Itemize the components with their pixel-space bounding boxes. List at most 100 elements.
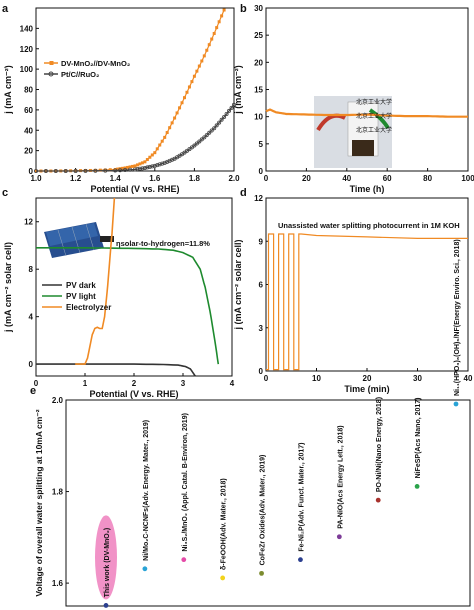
legend-label-a-0: DV-MnO₂//DV-MnO₂ (61, 59, 130, 68)
y-tick-label-a: 120 (20, 45, 34, 54)
scatter-point-e (298, 557, 303, 563)
series-marker-a-0 (168, 126, 172, 130)
series-marker-a-1 (103, 168, 108, 173)
y-tick-label-d: 6 (259, 281, 264, 290)
series-marker-a-1 (224, 111, 229, 116)
series-marker-a-0 (155, 147, 159, 151)
y-tick-label-c: 0 (29, 360, 34, 369)
x-tick-label-b: 100 (461, 174, 474, 183)
series-marker-a-1 (229, 105, 234, 110)
scatter-point-e (181, 557, 187, 563)
y-tick-label-a: 40 (24, 126, 33, 135)
series-marker-a-1 (152, 163, 157, 168)
y-tick-label-a: 20 (24, 147, 33, 156)
panel-letter-a: a (2, 3, 9, 15)
series-line-c-dark (36, 363, 196, 377)
scatter-label-e: NiFeSP(Acs Nano, 2017) (415, 397, 422, 478)
x-tick-label-d: 40 (464, 374, 473, 383)
series-marker-a-1 (118, 168, 123, 173)
series-marker-a-0 (148, 155, 152, 159)
series-marker-a-1 (157, 162, 162, 167)
y-tick-label-c: 4 (29, 313, 34, 322)
series-marker-a-0 (220, 14, 224, 18)
series-marker-a-1 (128, 167, 133, 172)
x-tick-label-d: 10 (312, 374, 321, 383)
scatter-label-e: This work (DV-MnO₂) (104, 528, 111, 598)
series-marker-a-0 (143, 160, 147, 164)
x-tick-label-a: 2.0 (228, 174, 240, 183)
series-marker-a-0 (135, 163, 139, 167)
series-marker-a-1 (199, 137, 204, 142)
y-axis-label-d: j (mA cm⁻² solar cell) (233, 240, 243, 331)
x-axis-label-a: Potential (V vs. RHE) (90, 184, 179, 194)
series-line-c-electrolyzer (75, 197, 116, 365)
photo-caption-b: 北京工业大学 (356, 112, 392, 120)
series-marker-a-0 (173, 116, 177, 120)
series-marker-a-1 (63, 168, 68, 173)
x-tick-label-a: 1.8 (189, 174, 201, 183)
series-marker-a-1 (212, 126, 217, 131)
series-line-c-light (36, 247, 220, 365)
photo-caption-b: 北京工业大学 (356, 98, 392, 106)
scatter-label-e: δ-FeOOH(Adv. Mater., 2018) (221, 478, 228, 570)
series-marker-a-0 (126, 165, 130, 169)
highlight-ellipse-e (95, 515, 117, 600)
x-axis-label-d: Time (min) (344, 384, 389, 394)
scatter-point-e (142, 566, 148, 572)
series-marker-a-1 (145, 165, 150, 170)
series-marker-a-0 (123, 166, 127, 170)
series-marker-a-1 (209, 128, 214, 133)
legend-marker-a-1 (48, 71, 54, 77)
y-tick-label-a: 80 (24, 86, 33, 95)
panel-letter-d: d (240, 187, 247, 199)
y-tick-label-e: 2.0 (52, 396, 64, 405)
series-marker-a-1 (155, 163, 160, 168)
photo-caption-b: 北京工业大学 (356, 126, 392, 134)
y-tick-label-d: 9 (259, 237, 264, 246)
y-tick-label-d: 3 (259, 324, 264, 333)
scatter-point-e (414, 484, 420, 489)
series-marker-a-1 (150, 164, 155, 169)
x-tick-label-a: 1.2 (70, 174, 82, 183)
series-marker-a-1 (83, 168, 88, 173)
y-tick-label-c: 8 (29, 265, 34, 274)
series-marker-a-1 (202, 135, 207, 140)
series-line-b (265, 108, 468, 118)
series-marker-a-1 (73, 168, 78, 173)
scatter-point-e (375, 497, 381, 503)
series-marker-a-0 (163, 135, 167, 139)
series-line-a-1 (36, 104, 235, 172)
series-marker-a-0 (113, 167, 117, 171)
series-marker-a-1 (217, 120, 222, 125)
series-marker-a-0 (133, 164, 137, 168)
series-marker-a-1 (140, 166, 145, 171)
y-tick-label-a: 140 (20, 24, 34, 33)
x-axis-label-b: Time (h) (350, 184, 385, 194)
x-tick-label-a: 1.6 (149, 174, 161, 183)
y-tick-label-b: 15 (254, 86, 263, 95)
series-marker-a-0 (175, 111, 179, 115)
x-tick-label-a: 1.4 (110, 174, 122, 183)
series-marker-a-1 (214, 123, 219, 128)
x-tick-label-c: 3 (181, 379, 186, 388)
series-marker-a-1 (231, 102, 236, 107)
y-axis-label-a: j (mA cm⁻²) (3, 65, 13, 114)
inset-solar-panel-c (44, 222, 114, 258)
series-marker-a-1 (197, 139, 202, 144)
series-marker-a-1 (192, 143, 197, 148)
scatter-point-e (453, 401, 459, 407)
y-tick-label-b: 10 (254, 113, 263, 122)
series-marker-a-1 (227, 108, 232, 113)
series-marker-a-1 (219, 117, 224, 122)
x-tick-label-d: 0 (264, 374, 269, 383)
y-tick-label-a: 0 (29, 167, 34, 176)
series-marker-a-0 (205, 48, 209, 52)
series-marker-a-0 (128, 165, 132, 169)
series-line-d (266, 233, 468, 371)
scatter-label-e: Fe-Ni₂P(Adv. Funct. Mater., 2017) (298, 442, 305, 551)
x-tick-label-b: 40 (342, 174, 351, 183)
series-marker-a-1 (113, 168, 118, 173)
scatter-label-e: Ni/Mo₂C-NCNFs(Adv. Energy. Mater., 2019) (143, 420, 150, 561)
x-axis-label-c: Potential (V vs. RHE) (89, 389, 178, 399)
